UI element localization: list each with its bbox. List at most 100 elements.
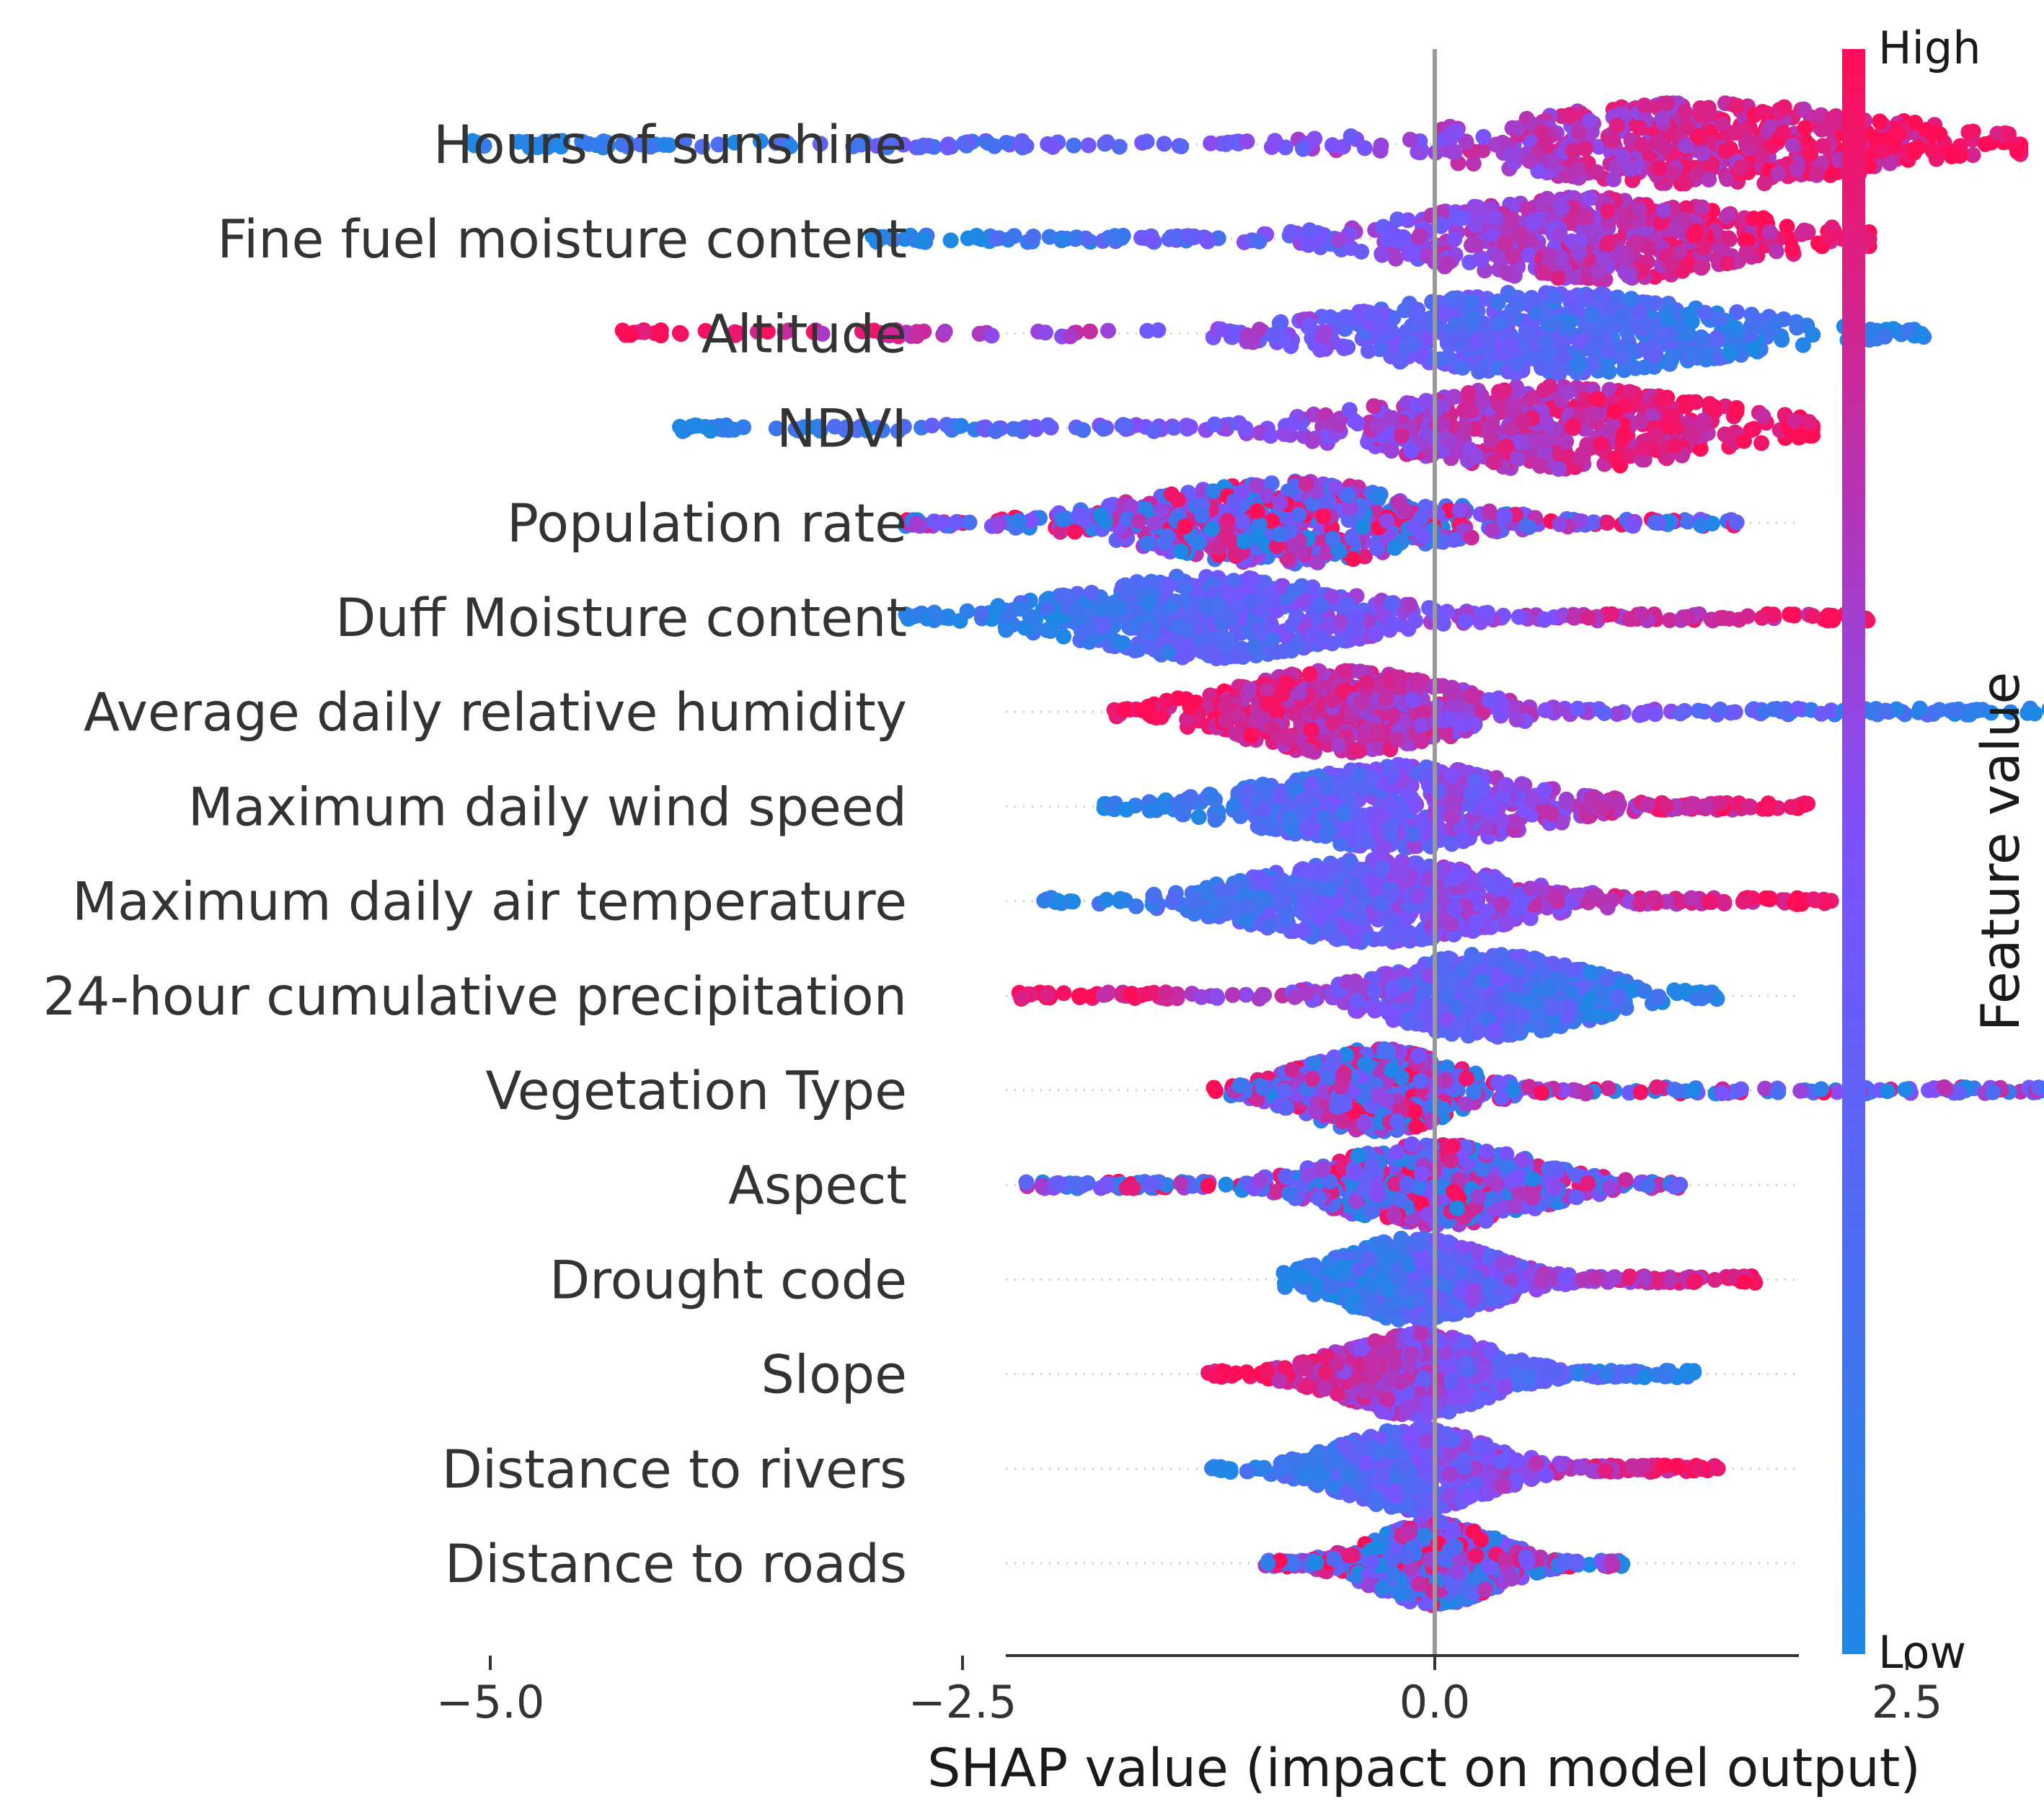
shap-point [1754, 609, 1770, 626]
shap-point [1815, 138, 1831, 154]
shap-point [973, 231, 990, 247]
shap-point [1558, 167, 1575, 184]
shap-point [908, 515, 925, 531]
shap-point [1010, 513, 1027, 529]
shap-point [1677, 175, 1694, 192]
shap-point [1528, 304, 1545, 321]
shap-point [1107, 601, 1124, 617]
shap-point [553, 138, 570, 155]
shap-point [1468, 448, 1485, 464]
shap-point [1092, 507, 1109, 524]
shap-point [1373, 245, 1390, 262]
shap-point [1457, 613, 1474, 630]
beeswarm-points [464, 95, 2044, 1613]
shap-point [1570, 125, 1587, 141]
shap-point [1816, 120, 1832, 137]
shap-point [1378, 690, 1394, 707]
shap-point [952, 418, 969, 434]
shap-point [1229, 645, 1245, 662]
shap-point [1690, 702, 1707, 719]
shap-point [1521, 153, 1538, 169]
shap-point [1655, 391, 1672, 407]
shap-point [1342, 128, 1359, 144]
shap-point [1367, 625, 1383, 642]
shap-point [1350, 622, 1366, 638]
shap-point [1369, 540, 1385, 557]
shap-point [619, 138, 636, 155]
shap-point [1571, 356, 1588, 373]
shap-point [1631, 200, 1647, 217]
shap-point [1484, 430, 1500, 446]
shap-point [1676, 702, 1693, 719]
shap-point [1635, 440, 1652, 456]
shap-point [1590, 262, 1606, 279]
shap-point [1805, 428, 1820, 444]
shap-point [1535, 264, 1552, 280]
shap-point [998, 622, 1014, 638]
shap-point [710, 136, 727, 153]
shap-point [1371, 488, 1387, 505]
shap-point [1345, 551, 1361, 567]
shap-point [1435, 712, 1452, 729]
shap-point [1721, 345, 1738, 361]
shap-point [1779, 218, 1795, 235]
shap-point [1463, 529, 1479, 546]
shap-point [934, 515, 950, 531]
shap-point [1111, 138, 1128, 155]
shap-point [1448, 123, 1465, 140]
shap-point [1272, 495, 1288, 511]
shap-point [1055, 587, 1071, 604]
shap-point [1510, 451, 1526, 467]
shap-point [1353, 244, 1370, 260]
shap-point [1474, 142, 1491, 159]
shap-point [1552, 516, 1568, 532]
shap-point [1071, 603, 1087, 619]
shap-point [1222, 533, 1239, 549]
shap-point [1304, 627, 1321, 643]
shap-point [1075, 422, 1092, 438]
shap-point [1654, 110, 1671, 127]
shap-point [1025, 229, 1042, 244]
shap-point [1550, 461, 1567, 477]
shap-point [1603, 132, 1620, 149]
shap-point [1608, 450, 1624, 467]
shap-point [1632, 413, 1649, 430]
shap-point [1291, 507, 1307, 524]
shap-point [1664, 165, 1681, 182]
shap-point [1641, 239, 1658, 256]
shap-point [1214, 632, 1231, 648]
shap-point [1396, 501, 1412, 518]
shap-point [1609, 117, 1625, 133]
shap-point [1445, 290, 1461, 306]
shap-point [1208, 650, 1225, 666]
shap-point [1200, 233, 1216, 249]
shap-point [1627, 360, 1644, 376]
shap-point [1411, 228, 1428, 244]
shap-point [1386, 616, 1402, 632]
shap-point [1668, 221, 1685, 238]
shap-point [1413, 717, 1430, 733]
shap-point [947, 514, 964, 531]
shap-point [1821, 229, 1838, 246]
shap-point [1581, 112, 1598, 129]
shap-point [1789, 319, 1805, 336]
shap-point [1356, 140, 1373, 156]
shap-point [1911, 700, 1928, 717]
shap-point [652, 322, 669, 338]
shap-point [1410, 143, 1426, 160]
shap-point [924, 418, 940, 434]
shap-point [1739, 132, 1756, 149]
shap-point [1324, 531, 1341, 547]
shap-point [857, 134, 873, 151]
shap-point [1288, 637, 1305, 653]
shap-point [1689, 128, 1706, 144]
shap-point [1960, 124, 1977, 141]
shap-point [694, 138, 711, 155]
shap-point [1805, 608, 1821, 624]
shap-point [1580, 609, 1597, 626]
shap-point [1074, 624, 1090, 640]
shap-point [1505, 248, 1521, 265]
shap-point [1482, 346, 1498, 363]
shap-point [1337, 663, 1353, 679]
shap-point [1502, 146, 1518, 163]
